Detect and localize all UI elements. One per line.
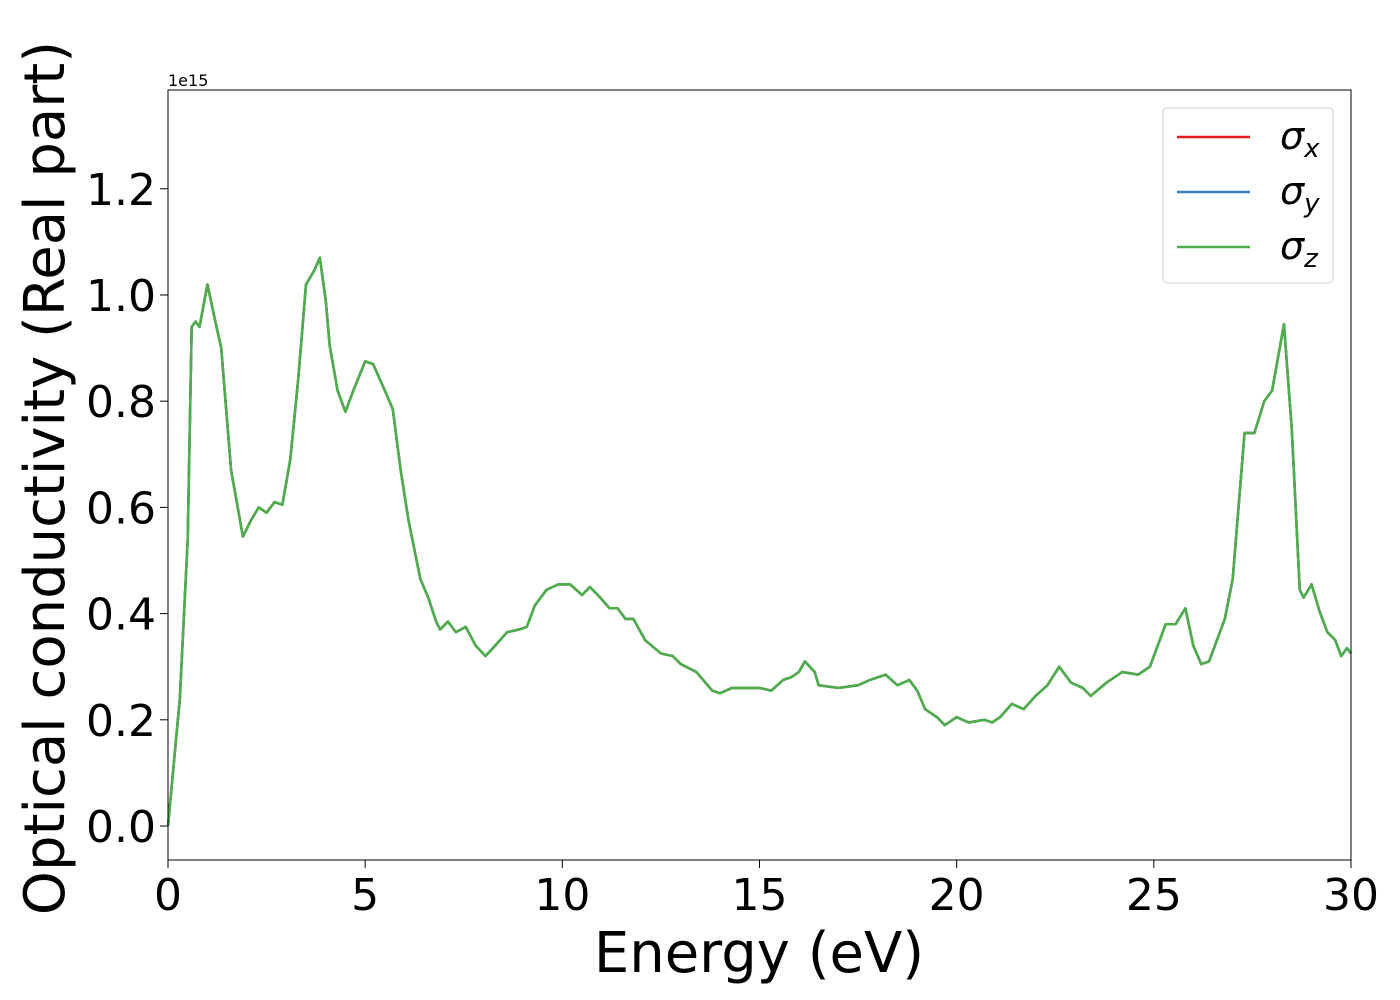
y-tick-label: 0.0	[86, 802, 156, 853]
data-line	[166, 256, 1353, 827]
plot-frame	[167, 89, 1352, 861]
y-tick-label: 0.4	[86, 590, 156, 641]
x-tick-label: 30	[1323, 870, 1379, 921]
x-tick-label: 15	[732, 870, 788, 921]
y-tick-label: 1.2	[86, 165, 156, 216]
x-tick-label: 5	[351, 870, 379, 921]
y-axis-label: Optical conductivity (Real part)	[13, 41, 78, 915]
x-tick-label: 25	[1126, 870, 1182, 921]
x-tick-label: 20	[929, 870, 985, 921]
data-line	[166, 256, 1353, 827]
y-tick-label: 0.6	[86, 483, 156, 534]
x-tick-label: 10	[534, 870, 590, 921]
y-tick-label: 0.8	[86, 377, 156, 428]
data-line	[166, 256, 1353, 827]
y-tick-label: 0.2	[86, 696, 156, 747]
y-tick-label: 1.0	[86, 271, 156, 322]
x-axis-label: Energy (eV)	[594, 921, 924, 986]
legend-box	[1162, 107, 1334, 284]
offset-text: 1e15	[168, 71, 208, 90]
x-tick-label: 0	[154, 870, 182, 921]
